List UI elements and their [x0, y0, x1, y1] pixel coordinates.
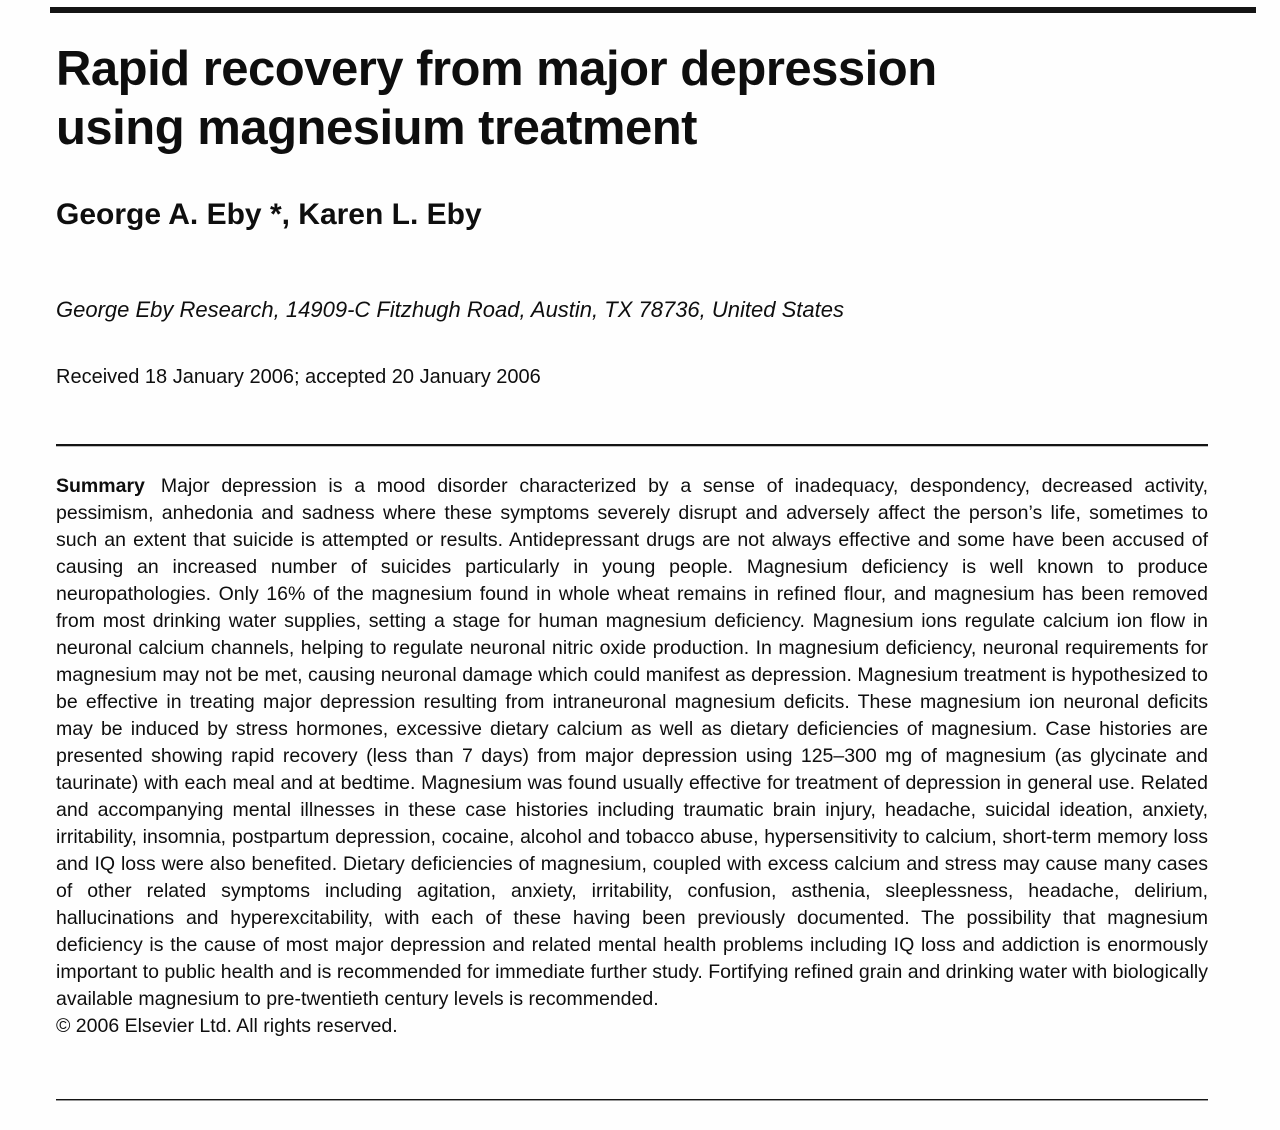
copyright-line: © 2006 Elsevier Ltd. All rights reserved…	[56, 1015, 398, 1037]
title-line-1: Rapid recovery from major depression	[56, 42, 937, 96]
received-accepted-dates: Received 18 January 2006; accepted 20 Ja…	[56, 366, 541, 388]
summary-text: Major depression is a mood disorder char…	[56, 475, 1208, 1010]
summary-paragraph: Summary Major depression is a mood disord…	[56, 473, 1208, 1013]
bottom-rule	[56, 1099, 1208, 1101]
affiliation-line: George Eby Research, 14909-C Fitzhugh Ro…	[56, 297, 844, 322]
paper-title: Rapid recovery from major depression usin…	[56, 40, 1208, 158]
summary-label: Summary	[56, 475, 145, 497]
separator-rule	[56, 444, 1208, 447]
top-rule	[50, 7, 1256, 13]
abstract-block: Summary Major depression is a mood disord…	[56, 473, 1208, 1040]
title-line-2: using magnesium treatment	[56, 101, 697, 155]
authors-line: George A. Eby *, Karen L. Eby	[56, 198, 482, 231]
